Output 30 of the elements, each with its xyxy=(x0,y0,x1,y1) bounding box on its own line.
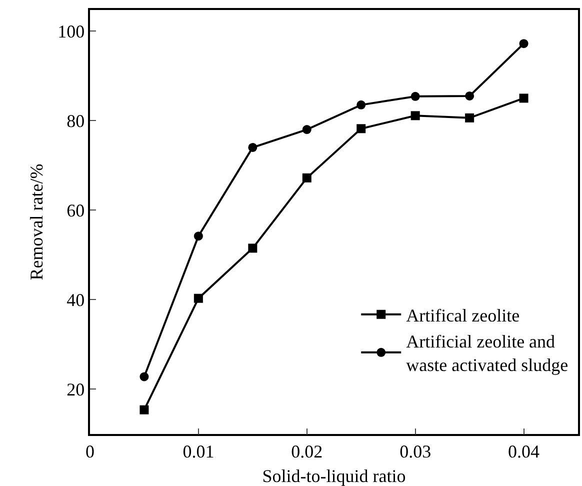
point xyxy=(519,39,528,48)
x-tick-label: 0.02 xyxy=(291,441,323,462)
y-tick-label: 40 xyxy=(66,290,85,310)
point xyxy=(140,405,149,414)
x-axis-title: Solid-to-liquid ratio xyxy=(262,466,406,486)
point xyxy=(248,142,258,152)
point xyxy=(465,91,474,100)
x-tick-label: 0 xyxy=(86,441,94,462)
point xyxy=(410,111,420,120)
x-tick-label: 0.01 xyxy=(182,441,214,462)
x-tick-label: 0.04 xyxy=(508,441,540,462)
y-tick-label: 100 xyxy=(58,21,85,42)
point xyxy=(356,124,366,134)
point xyxy=(356,100,366,110)
legend-label: Artificial zeolite and waste activated sludge xyxy=(406,332,568,376)
point xyxy=(194,232,203,241)
point xyxy=(140,372,149,382)
point xyxy=(465,113,474,122)
point xyxy=(248,244,258,253)
point xyxy=(410,92,420,101)
legend-label: Artifical zeolite xyxy=(406,305,520,326)
y-tick-label: 80 xyxy=(66,110,85,131)
x-tick-label: 0.03 xyxy=(400,441,432,462)
point xyxy=(519,94,528,103)
point xyxy=(302,173,312,182)
y-axis-title: Removal rate/% xyxy=(26,164,46,280)
point xyxy=(302,125,312,134)
y-tick-label: 60 xyxy=(66,200,85,220)
y-tick-label: 20 xyxy=(66,380,85,400)
point xyxy=(194,294,203,303)
